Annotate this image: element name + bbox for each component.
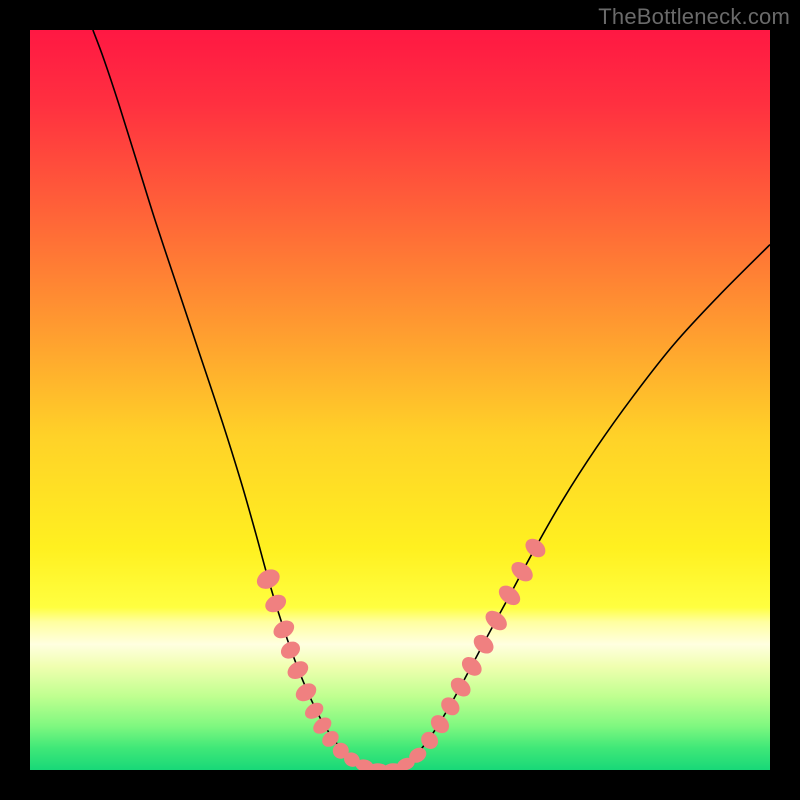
chart-background-gradient [30,30,770,770]
chart-plot-area [30,30,770,770]
watermark-text: TheBottleneck.com [598,4,790,30]
